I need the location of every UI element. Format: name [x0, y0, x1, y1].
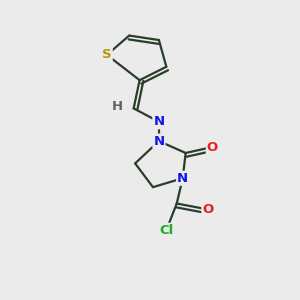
Text: N: N	[153, 115, 164, 128]
Text: N: N	[177, 172, 188, 185]
Text: O: O	[202, 203, 214, 216]
Text: S: S	[102, 48, 112, 62]
Text: O: O	[207, 140, 218, 154]
Text: Cl: Cl	[159, 224, 173, 237]
Text: H: H	[112, 100, 123, 113]
Text: N: N	[153, 135, 164, 148]
